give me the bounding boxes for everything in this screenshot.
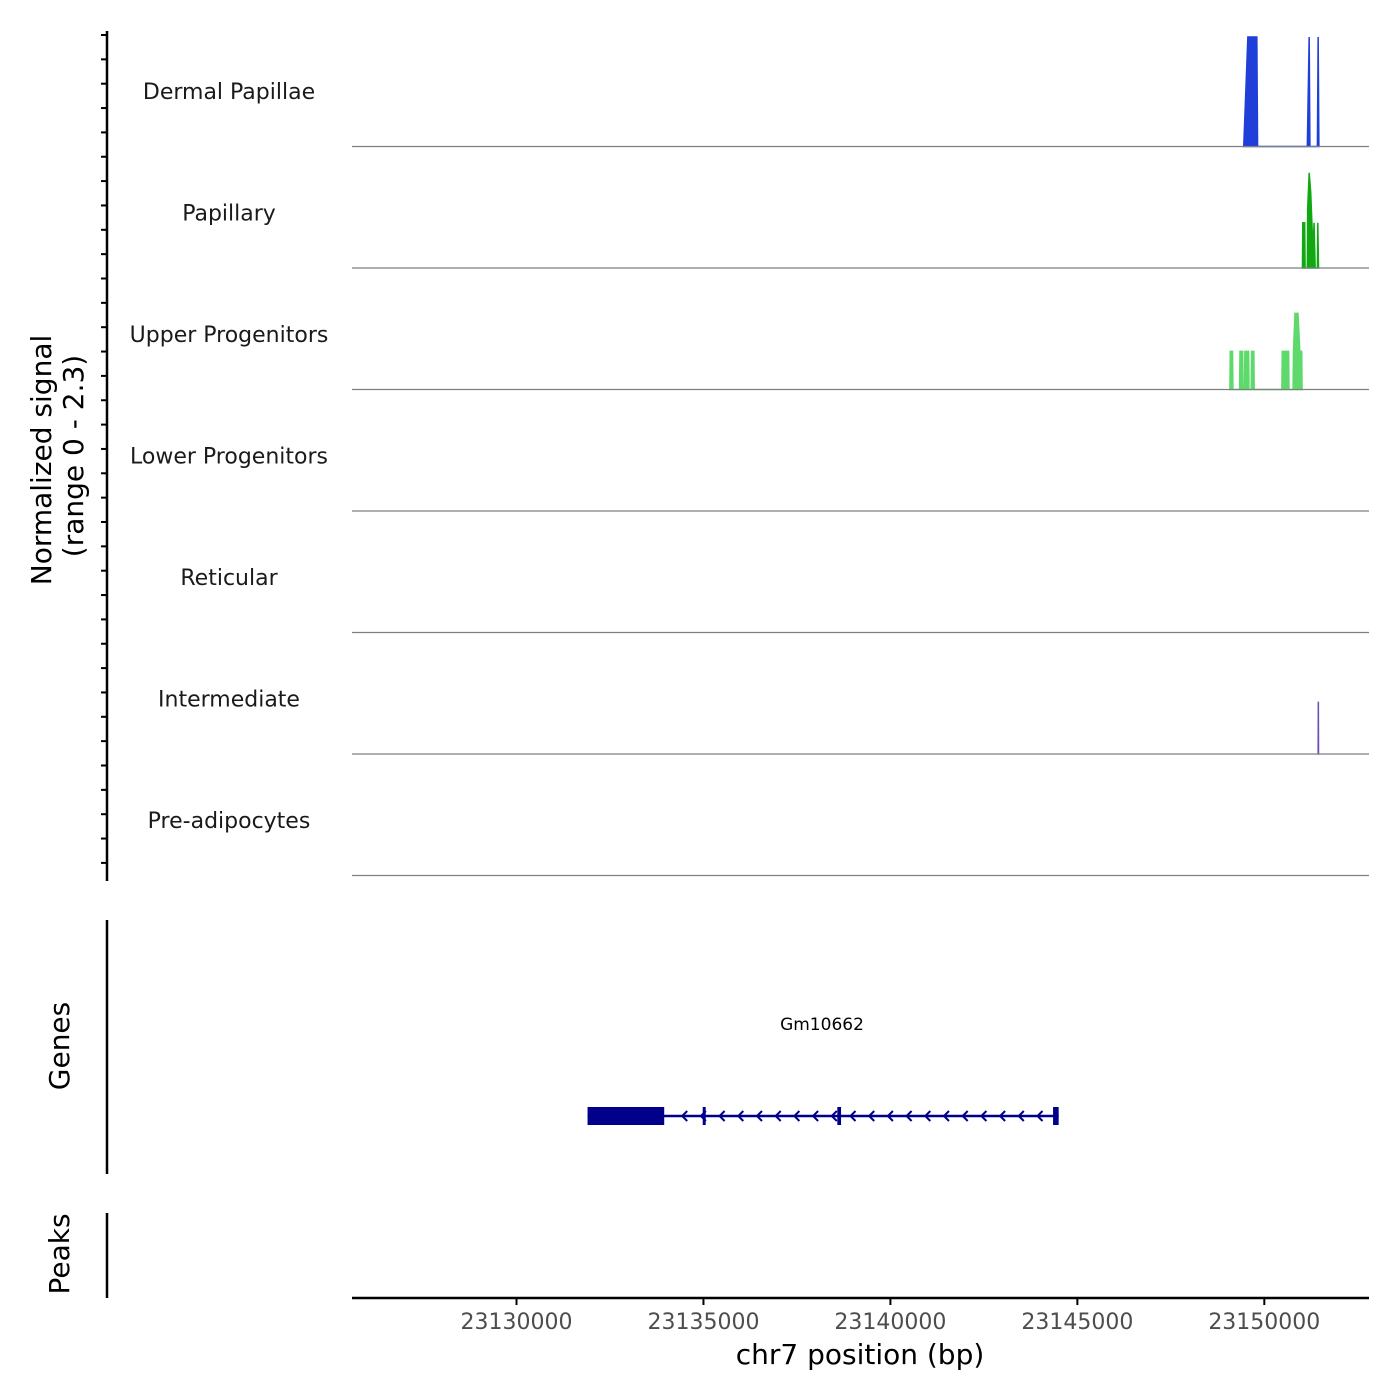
coverage-signal [1301,172,1320,269]
track-label: Dermal Papillae [143,80,315,105]
x-tick-label: 23145000 [1021,1310,1133,1335]
track-pre-adipocytes: Pre-adipocytes [148,809,1369,877]
strand-arrow [718,1110,726,1122]
strand-arrow [998,1110,1006,1122]
strand-arrow [1017,1110,1025,1122]
track-dermal-papillae: Dermal Papillae [143,36,1369,148]
y-axis-title-line2: (range 0 - 2.3) [57,355,90,557]
coverage-signal [1242,36,1320,148]
strand-arrow [905,1110,913,1122]
gene-label: Gm10662 [780,1015,864,1035]
x-axis-title: chr7 position (bp) [736,1338,985,1371]
x-tick-label: 23130000 [461,1310,573,1335]
genes-panel [587,1107,1059,1125]
track-reticular: Reticular [180,566,1369,634]
peaks-title: Peaks [43,1213,76,1294]
strand-arrow [736,1110,745,1122]
strand-arrow [923,1110,932,1122]
strand-arrow [830,1110,838,1122]
coverage-tracks: Dermal Papillae Papillary Upper Progenitor… [130,36,1369,877]
strand-arrow [961,1110,969,1122]
strand-arrow [979,1110,988,1122]
gene-exon [837,1107,842,1125]
track-label: Pre-adipocytes [148,809,311,834]
x-tick-label: 23140000 [834,1310,946,1335]
strand-arrow [849,1110,857,1122]
track-intermediate: Intermediate [158,688,1369,755]
gene-exon [1053,1107,1059,1125]
x-tick-label: 23150000 [1208,1310,1320,1335]
track-label: Reticular [180,566,278,591]
x-tick-label: 23135000 [647,1310,759,1335]
genes-title: Genes [43,1002,76,1090]
track-label: Upper Progenitors [130,323,329,348]
strand-arrow [699,1110,707,1122]
left-axes [101,31,109,1298]
track-label: Lower Progenitors [130,445,328,470]
gene-exon [587,1107,665,1125]
strand-arrow [774,1110,782,1122]
strand-arrow [755,1110,763,1122]
strand-arrow [886,1110,894,1122]
strand-arrow [811,1110,819,1122]
track-label: Papillary [182,202,276,227]
coverage-signal [1229,312,1303,391]
strand-arrow [942,1110,950,1122]
strand-arrow [1036,1110,1044,1122]
track-upper-progenitors: Upper Progenitors [130,312,1369,391]
y-axis-title-line1: Normalized signal [25,335,58,586]
track-lower-progenitors: Lower Progenitors [130,445,1369,512]
strand-arrow [680,1110,688,1122]
track-label: Intermediate [158,688,300,713]
strand-arrow [867,1110,875,1122]
track-papillary: Papillary [182,172,1369,269]
gene-exon [702,1107,706,1125]
x-axis: 23130000 23135000 23140000 23145000 23150000 [352,1296,1369,1335]
strand-arrow [792,1110,801,1122]
